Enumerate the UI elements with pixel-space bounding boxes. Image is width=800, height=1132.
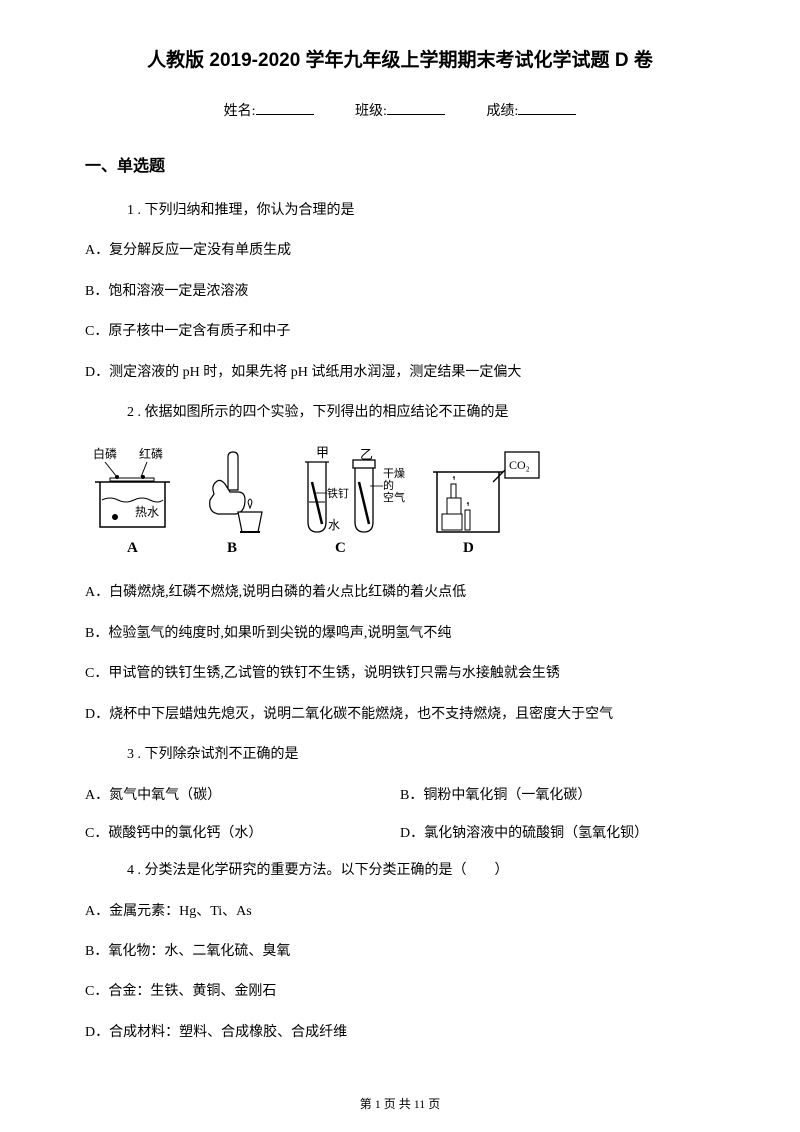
- jia-label: 甲: [316, 445, 329, 460]
- name-label: 姓名:: [224, 100, 256, 120]
- q2-option-b: B．检验氢气的纯度时,如果听到尖锐的爆鸣声,说明氢气不纯: [85, 623, 715, 645]
- exam-title: 人教版 2019-2020 学年九年级上学期期末考试化学试题 D 卷: [85, 45, 715, 72]
- score-blank: [518, 114, 576, 115]
- white-p-label: 白磷: [93, 446, 117, 461]
- iron-label: 铁钉: [327, 487, 349, 500]
- q1-stem: 1 . 下列归纳和推理，你认为合理的是: [127, 200, 715, 222]
- diagram-c: 甲 乙 铁钉 水 干燥的空气 C: [305, 445, 405, 556]
- student-info-line: 姓名: 班级: 成绩:: [85, 100, 715, 120]
- q4-option-a: A．金属元素：Hg、Ti、As: [85, 901, 715, 923]
- q1-option-c: C．原子核中一定含有质子和中子: [85, 321, 715, 343]
- diagram-a: 白磷 红磷 热水 A: [93, 446, 170, 556]
- q2-option-d: D．烧杯中下层蜡烛先熄灭，说明二氧化碳不能燃烧，也不支持燃烧，且密度大于空气: [85, 704, 715, 726]
- c-label: C: [335, 540, 346, 556]
- diagram-b: B: [210, 452, 262, 556]
- page-footer: 第 1 页 共 11 页: [0, 1095, 800, 1112]
- hot-water-label: 热水: [135, 505, 159, 519]
- score-label: 成绩:: [486, 100, 518, 120]
- q3-option-a: A．氮气中氧气（碳）: [85, 784, 400, 804]
- q3-stem: 3 . 下列除杂试剂不正确的是: [127, 744, 715, 766]
- water-label: 水: [328, 518, 340, 532]
- section-title: 一、单选题: [85, 152, 715, 176]
- q4-stem: 4 . 分类法是化学研究的重要方法。以下分类正确的是（ ）: [127, 860, 715, 882]
- q2-diagram: 白磷 红磷 热水 A B: [85, 442, 715, 562]
- a-label: A: [127, 540, 138, 556]
- q3-option-d: D．氯化钠溶液中的硫酸铜（氢氧化钡）: [400, 822, 715, 842]
- q1-option-d: D．测定溶液的 pH 时，如果先将 pH 试纸用水润湿，测定结果一定偏大: [85, 362, 715, 384]
- co2-label: CO₂: [509, 458, 530, 472]
- d-label: D: [463, 540, 474, 556]
- name-blank: [256, 114, 314, 115]
- class-label: 班级:: [355, 100, 387, 120]
- q3-option-c: C．碳酸钙中的氯化钙（水）: [85, 822, 400, 842]
- q4-option-b: B．氧化物：水、二氧化硫、臭氧: [85, 941, 715, 963]
- q4-option-c: C．合金：生铁、黄铜、金刚石: [85, 981, 715, 1003]
- q3-option-b: B．铜粉中氧化铜（一氧化碳）: [400, 784, 715, 804]
- red-p-label: 红磷: [139, 446, 163, 461]
- q2-option-c: C．甲试管的铁钉生锈,乙试管的铁钉不生锈，说明铁钉只需与水接触就会生锈: [85, 663, 715, 685]
- q4-option-d: D．合成材料：塑料、合成橡胶、合成纤维: [85, 1022, 715, 1044]
- q2-option-a: A．白磷燃烧,红磷不燃烧,说明白磷的着火点比红磷的着火点低: [85, 582, 715, 604]
- q1-option-b: B．饱和溶液一定是浓溶液: [85, 281, 715, 303]
- q2-stem: 2 . 依据如图所示的四个实验，下列得出的相应结论不正确的是: [127, 402, 715, 424]
- b-label: B: [227, 540, 237, 556]
- diagram-d: CO₂ D: [433, 452, 539, 556]
- class-blank: [387, 114, 445, 115]
- dry-air-label: 干燥的空气: [383, 467, 405, 504]
- q1-option-a: A．复分解反应一定没有单质生成: [85, 240, 715, 262]
